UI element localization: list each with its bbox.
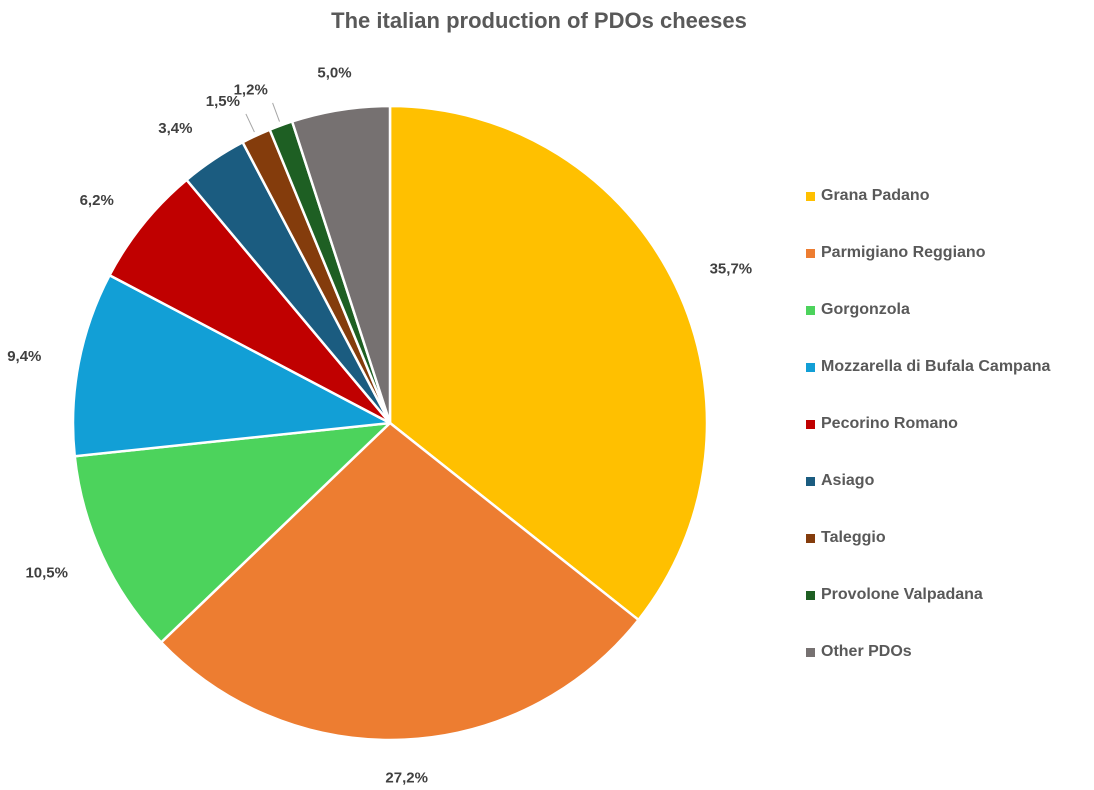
pie-slice-pecorino-romano [108,178,392,425]
pie-slice-other-pdos [290,104,392,425]
data-label-grana-padano: 35,7% [710,261,753,278]
pie-slice-grana-padano [388,104,709,622]
legend-swatch [806,306,815,315]
data-label-taleggio: 1,5% [206,93,240,110]
data-label-gorgonzola: 10,5% [25,565,68,582]
data-label-parmigiano-reggiano: 27,2% [385,770,428,787]
chart-title: The italian production of PDOs cheeses [331,8,747,33]
pie-slice-parmigiano-reggiano [159,421,640,742]
data-label-asiago: 3,4% [158,120,192,137]
leader-line-provolone-valpadana [272,102,280,122]
legend-label: Parmigiano Reggiano [821,244,986,261]
legend-swatch [806,363,815,372]
data-label-other-pdos: 5,0% [317,64,351,81]
legend-label: Taleggio [821,529,886,546]
pie-slice-gorgonzola [73,421,392,644]
legend-label: Grana Padano [821,187,930,204]
legend-swatch [806,591,815,600]
legend-swatch [806,192,815,201]
legend-swatch [806,420,815,429]
legend-label: Asiago [821,472,875,489]
legend-label: Other PDOs [821,643,912,660]
legend-label: Mozzarella di Bufala Campana [821,358,1051,375]
legend-label: Gorgonzola [821,301,910,318]
legend-swatch [806,648,815,657]
pie-slice-mozzarella-di-bufala-campana [71,273,392,458]
data-label-mozzarella-di-bufala-campana: 9,4% [7,348,41,365]
data-label-provolone-valpadana: 1,2% [234,82,268,99]
leader-line-taleggio [245,113,255,133]
legend-label: Pecorino Romano [821,415,958,432]
legend-swatch [806,534,815,543]
legend-swatch [806,477,815,486]
data-label-pecorino-romano: 6,2% [80,192,114,209]
legend-swatch [806,249,815,258]
legend-label: Provolone Valpadana [821,586,983,603]
